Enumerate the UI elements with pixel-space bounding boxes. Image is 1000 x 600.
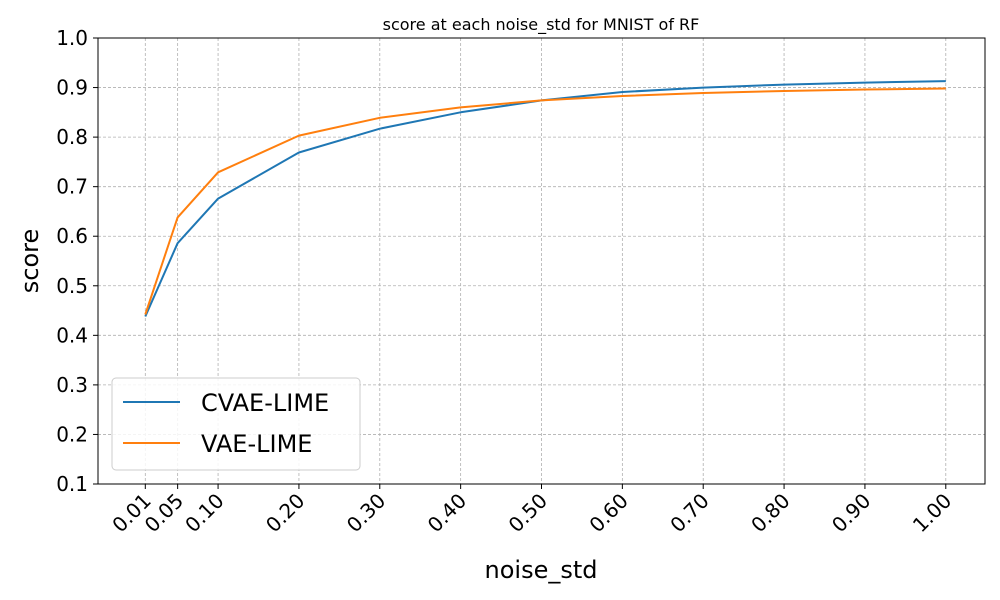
y-tick-label: 0.2 — [56, 422, 88, 446]
y-tick-label: 0.6 — [56, 224, 88, 248]
legend: CVAE-LIME VAE-LIME — [111, 377, 361, 471]
y-tick-label: 0.4 — [56, 323, 88, 347]
y-tick-label: 0.7 — [56, 175, 88, 199]
series-line-cvae-lime — [144, 80, 946, 317]
y-tick-label: 0.3 — [56, 373, 88, 397]
y-tick-label: 0.1 — [56, 472, 88, 496]
y-tick-label: 0.9 — [56, 76, 88, 100]
series-line-vae-lime — [144, 87, 946, 315]
y-axis-label: score — [16, 229, 44, 294]
x-axis-label: noise_std — [485, 556, 598, 584]
y-tick-label: 0.8 — [56, 125, 88, 149]
chart-title: score at each noise_std for MNIST of RF — [383, 15, 700, 35]
legend-label-cvae-lime: CVAE-LIME — [201, 389, 329, 417]
series-lines — [144, 80, 946, 317]
y-tick-label: 0.5 — [56, 274, 88, 298]
y-tick-label: 1.0 — [56, 26, 88, 50]
legend-label-vae-lime: VAE-LIME — [201, 430, 312, 458]
